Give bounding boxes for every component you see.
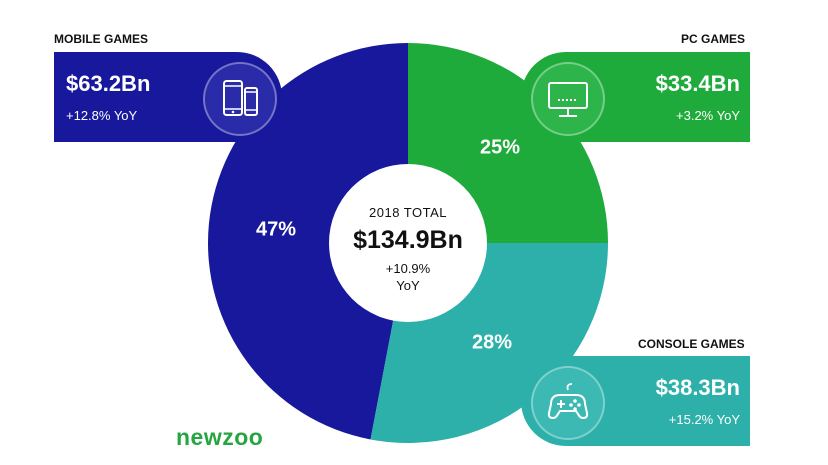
mobile-percent-label: 47% bbox=[255, 218, 297, 241]
console-icon-circle bbox=[531, 366, 605, 440]
pc-icon-circle bbox=[531, 62, 605, 136]
pc-title: PC GAMES bbox=[681, 32, 746, 46]
console-amount: $38.3Bn bbox=[655, 375, 740, 400]
mobile-amount: $63.2Bn bbox=[66, 71, 151, 96]
donut-center: 2018 TOTAL $134.9Bn +10.9% YoY bbox=[328, 173, 488, 323]
pc-amount: $33.4Bn bbox=[655, 71, 740, 96]
mobile-title: MOBILE GAMES bbox=[54, 32, 149, 46]
console-card: $38.3Bn +15.2% YoY bbox=[521, 356, 750, 446]
console-percent-label: 28% bbox=[471, 331, 513, 354]
mobile-slice bbox=[207, 43, 408, 440]
console-title: CONSOLE GAMES bbox=[638, 337, 745, 351]
console-yoy: +15.2% YoY bbox=[668, 412, 740, 427]
center-yoy-unit: YoY bbox=[396, 278, 420, 293]
newzoo-logo: newzoo bbox=[176, 424, 264, 450]
smartphone-tablet-icon bbox=[223, 80, 258, 116]
center-label: 2018 TOTAL bbox=[369, 205, 447, 220]
mobile-card: $63.2Bn +12.8% YoY bbox=[54, 52, 282, 142]
center-yoy: +10.9% bbox=[385, 261, 431, 276]
pc-yoy: +3.2% YoY bbox=[676, 108, 740, 123]
center-total: $134.9Bn bbox=[353, 226, 463, 254]
mobile-yoy: +12.8% YoY bbox=[66, 108, 138, 123]
donut-hole bbox=[329, 164, 487, 322]
pc-card: $33.4Bn +3.2% YoY bbox=[521, 52, 750, 142]
gamepad-icon bbox=[547, 383, 589, 420]
pc-percent-label: 25% bbox=[479, 136, 521, 159]
monitor-icon bbox=[548, 82, 588, 117]
mobile-icon-circle bbox=[203, 62, 277, 136]
